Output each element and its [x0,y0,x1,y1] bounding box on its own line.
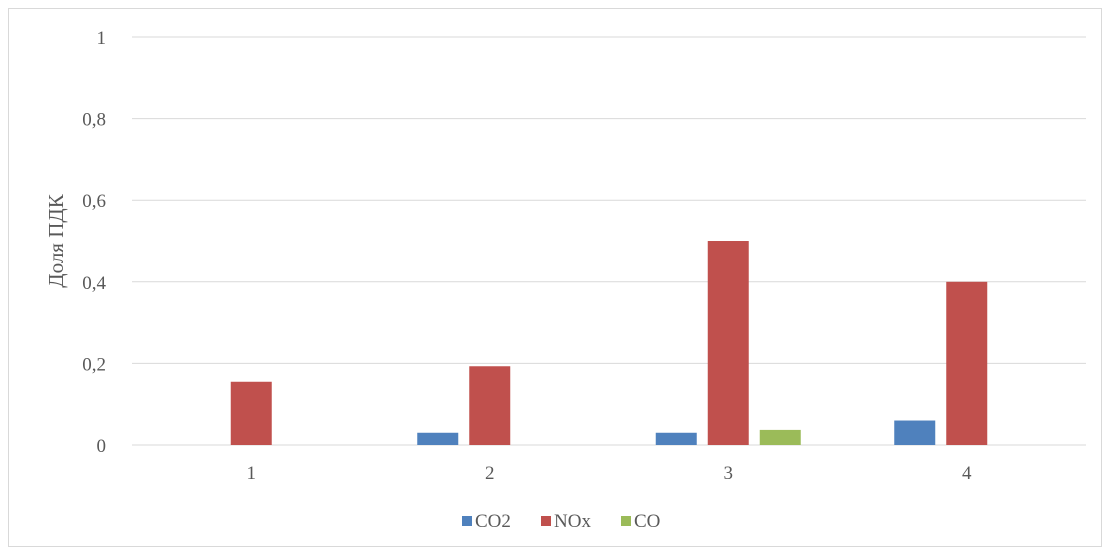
chart-frame [8,8,1102,547]
y-tick-label: 0,2 [82,354,106,375]
legend-swatch-co2 [462,516,472,526]
bar-co2-4 [894,420,936,445]
legend-label-nox: NOx [554,511,591,532]
bar-co2-3 [655,432,697,445]
gridlines [132,36,1086,446]
bar-nox-3 [707,241,749,445]
y-tick-label: 0,6 [82,191,106,212]
y-tick-label: 0,8 [82,110,106,131]
x-tick-label: 2 [485,463,495,484]
legend-swatch-co [621,516,631,526]
bar-co2-2 [417,432,459,445]
bars [230,241,988,445]
x-tick-label: 3 [724,463,734,484]
bar-co-3 [759,429,801,445]
legend-label-co: CO [634,511,660,532]
y-tick-label: 0,4 [82,273,106,294]
y-tick-label: 0 [97,436,107,457]
y-axis-title: Доля ПДК [44,193,68,287]
legend-swatch-nox [541,516,551,526]
legend: CO2 NOx CO [462,511,660,532]
x-tick-label: 1 [247,463,257,484]
x-tick-label: 4 [962,463,972,484]
bar-nox-1 [230,381,272,445]
y-axis-tick-labels: 0 0,2 0,4 0,6 0,8 1 [82,28,106,457]
x-axis-tick-labels: 1 2 3 4 [247,463,973,484]
bar-nox-4 [946,281,988,445]
legend-label-co2: CO2 [475,511,511,532]
y-tick-label: 1 [97,28,107,49]
bar-nox-2 [469,366,511,445]
